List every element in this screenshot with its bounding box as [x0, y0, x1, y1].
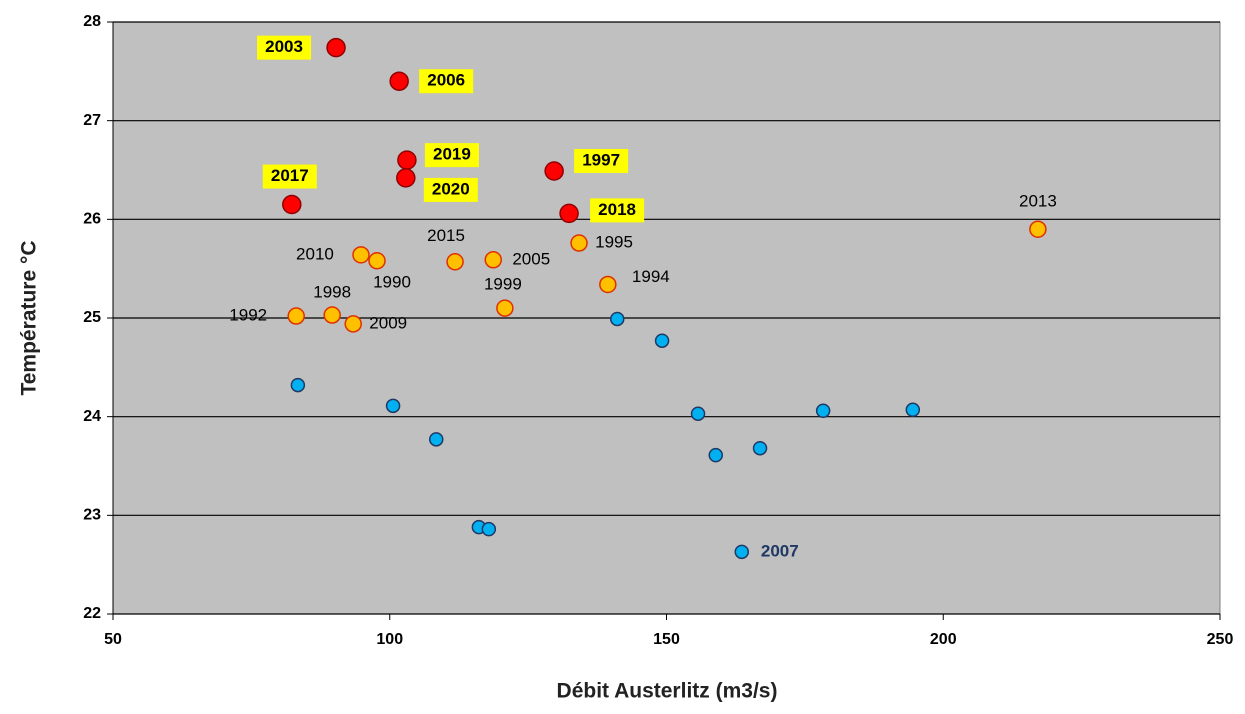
point [496, 299, 514, 317]
y-tick-label: 23 [83, 507, 101, 524]
label-box [590, 198, 645, 223]
point-label: 1998 [313, 283, 351, 302]
point [282, 194, 302, 215]
y-tick-label: 25 [83, 309, 101, 326]
point [599, 275, 617, 294]
x-tick-label: 200 [930, 631, 957, 648]
point-label: 1999 [484, 275, 522, 294]
point-label: 2019 [433, 145, 471, 164]
point-label: 1997 [582, 150, 620, 169]
x-tick-label: 150 [653, 631, 680, 648]
label-box [419, 69, 474, 94]
point [352, 246, 370, 264]
point [323, 306, 341, 324]
point [396, 168, 416, 188]
point [905, 402, 921, 418]
point-label: 2005 [512, 249, 550, 268]
point [708, 447, 724, 463]
point-label: 2010 [296, 244, 334, 263]
label-box [574, 148, 629, 173]
point [609, 311, 625, 327]
point [397, 150, 417, 170]
point [290, 377, 306, 393]
point-label: 2003 [265, 37, 303, 56]
label-box [262, 164, 317, 189]
point [428, 432, 444, 447]
point [690, 406, 706, 421]
point [654, 333, 670, 348]
point-label: 1995 [595, 232, 633, 251]
y-tick-label: 27 [83, 112, 101, 129]
point [1029, 220, 1047, 238]
point-label: 1992 [229, 306, 267, 325]
point [481, 521, 497, 537]
point-label: 1990 [373, 272, 411, 291]
point-label: 2009 [369, 313, 407, 332]
y-axis-label: Température °C [18, 240, 41, 395]
point [446, 253, 464, 271]
point-label: 1994 [632, 267, 670, 286]
x-tick-label: 250 [1207, 631, 1234, 648]
x-axis-label: Débit Austerlitz (m3/s) [557, 680, 778, 703]
point [385, 398, 401, 414]
point [559, 203, 579, 224]
point [389, 71, 409, 91]
point-label: 2007 [761, 541, 799, 560]
point [734, 544, 750, 560]
y-tick-label: 28 [83, 13, 101, 30]
y-tick-label: 24 [83, 408, 101, 425]
point-label: 2015 [427, 226, 465, 245]
point-label: 2006 [427, 71, 465, 90]
x-tick-label: 100 [376, 631, 403, 648]
point-label: 2017 [271, 166, 309, 185]
point [752, 440, 768, 456]
x-tick-label: 50 [104, 631, 122, 648]
y-tick-label: 22 [83, 605, 101, 622]
point-label: 2013 [1019, 192, 1057, 211]
point [484, 251, 503, 269]
point [544, 161, 564, 181]
point [344, 315, 362, 333]
label-box [257, 35, 312, 60]
point-label: 2020 [432, 179, 470, 198]
label-box [423, 177, 478, 202]
point-label: 2018 [598, 200, 636, 219]
point [326, 37, 346, 58]
point [570, 234, 588, 252]
point [815, 403, 831, 418]
point [287, 307, 305, 325]
label-box [424, 143, 479, 168]
y-tick-label: 26 [83, 211, 101, 228]
point [368, 252, 386, 270]
